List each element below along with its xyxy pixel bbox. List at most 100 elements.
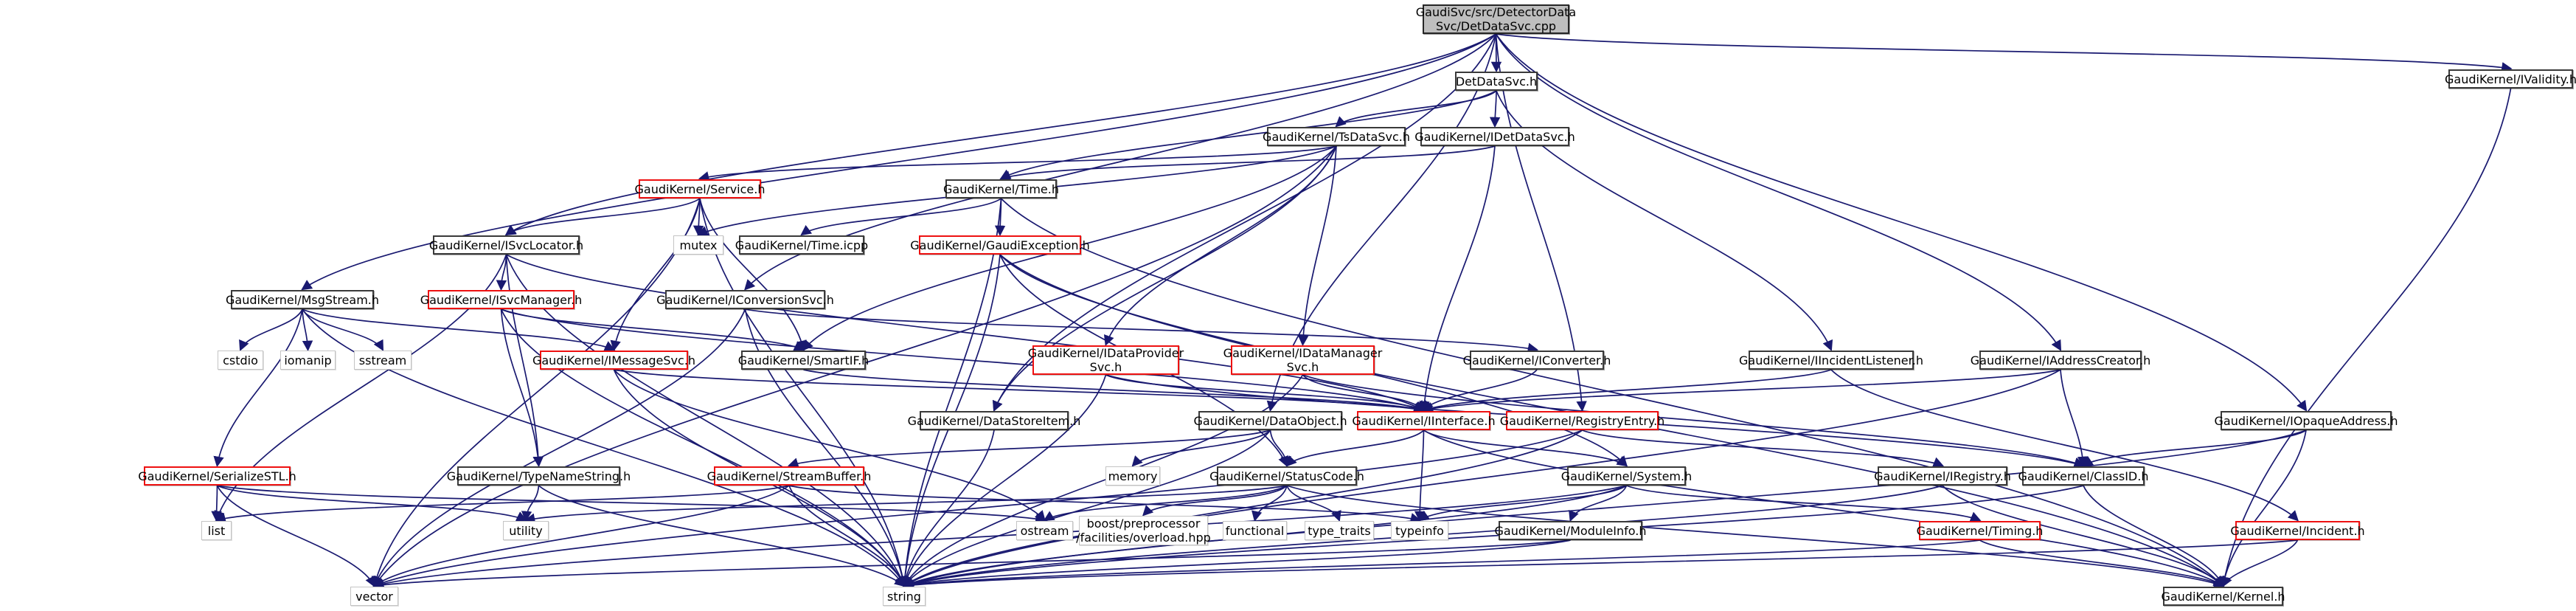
edge-dataobject-to-streambuffer: [787, 429, 1271, 469]
node-label-iinterface: GaudiKernel/IInterface.h: [1352, 413, 1496, 428]
node-kernel[interactable]: GaudiKernel/Kernel.h: [2161, 587, 2285, 606]
node-label-time_h: GaudiKernel/Time.h: [943, 182, 1059, 196]
node-label-streambuffer: GaudiKernel/StreamBuffer.h: [707, 469, 872, 483]
node-label-mutex: mutex: [679, 238, 718, 252]
node-classid[interactable]: GaudiKernel/ClassID.h: [2018, 466, 2148, 486]
node-iopaqueaddress[interactable]: GaudiKernel/IOpaqueAddress.h: [2215, 411, 2398, 430]
edge-msgstream-to-serializestl: [213, 308, 303, 468]
node-smartif[interactable]: GaudiKernel/SmartIF.h: [737, 351, 869, 370]
node-idatamanagersvc[interactable]: GaudiKernel/IDataManager Svc.h: [1223, 345, 1382, 375]
node-ivalidity[interactable]: GaudiKernel/IValidity.h: [2445, 69, 2576, 89]
edge-serializestl-to-utility: [217, 485, 527, 522]
node-statuscode[interactable]: GaudiKernel/StatusCode.h: [1209, 466, 1364, 486]
node-incident[interactable]: GaudiKernel/Incident.h: [2230, 521, 2365, 540]
edge-serializestl-to-list: [211, 485, 222, 522]
edge-isvcmanager-to-smartif: [501, 308, 805, 351]
node-registryentry[interactable]: GaudiKernel/RegistryEntry.h: [1500, 411, 1664, 430]
edge-msgstream-to-sstream: [302, 308, 384, 351]
node-serializestl[interactable]: GaudiKernel/SerializeSTL.h: [138, 466, 296, 486]
node-memory: memory: [1105, 466, 1160, 486]
edge-typenamestring-to-string: [538, 485, 906, 587]
edge-smartif-to-iinterface: [803, 369, 1426, 414]
node-time_icpp[interactable]: GaudiKernel/Time.icpp: [735, 235, 868, 255]
edge-iinterface-to-kernel: [1423, 429, 2225, 587]
edge-system-to-moduleinfo: [1569, 485, 1628, 522]
edge-root-to-iaddresscreator: [1495, 33, 2062, 351]
node-idetdatasvc[interactable]: GaudiKernel/IDetDataSvc.h: [1414, 127, 1575, 146]
node-msgstream[interactable]: GaudiKernel/MsgStream.h: [226, 290, 379, 309]
edge-serializestl-to-vector: [216, 485, 375, 587]
node-isvclocator[interactable]: GaudiKernel/ISvcLocator.h: [429, 235, 583, 255]
edge-registryentry-to-vector: [372, 429, 1583, 588]
edge-iinterface-to-statuscode: [1285, 429, 1425, 467]
node-label-datastoreitem: GaudiKernel/DataStoreItem.h: [907, 413, 1081, 428]
edge-msgstream-to-imessagesvc: [302, 308, 616, 351]
node-iaddresscreator[interactable]: GaudiKernel/IAddressCreator.h: [1971, 351, 2150, 370]
edge-streambuffer-to-typeinfo: [788, 485, 1422, 524]
edge-incident-to-string: [902, 539, 2298, 590]
edge-registryentry-to-iregistry: [1582, 429, 1945, 468]
node-datastoreitem[interactable]: GaudiKernel/DataStoreItem.h: [908, 411, 1080, 430]
node-label-iregistry: GaudiKernel/IRegistry.h: [1874, 469, 2011, 483]
edge-idatamanagersvc-to-string: [903, 374, 1304, 587]
edge-msgstream-to-iomanip: [302, 308, 313, 352]
edge-service-to-mutex: [692, 198, 704, 237]
node-streambuffer[interactable]: GaudiKernel/StreamBuffer.h: [707, 466, 871, 486]
node-typenamestring[interactable]: GaudiKernel/TypeNameString.h: [447, 466, 631, 486]
edge-statuscode-to-functional: [1251, 485, 1288, 522]
edge-root-to-msgstream: [301, 33, 1496, 291]
edge-system-to-vector: [372, 485, 1627, 590]
node-moduleinfo[interactable]: GaudiKernel/ModuleInfo.h: [1495, 521, 1647, 540]
edge-statuscode-to-kernel: [1286, 485, 2225, 588]
node-iconverter[interactable]: GaudiKernel/IConverter.h: [1463, 351, 1611, 370]
edge-streambuffer-to-list: [215, 485, 790, 523]
node-label-imessagesvc: GaudiKernel/IMessageSvc.h: [532, 353, 696, 367]
node-iconversionsvc[interactable]: GaudiKernel/IConversionSvc.h: [656, 290, 834, 309]
edge-timing-to-kernel: [1979, 539, 2225, 587]
node-iincidentlistener[interactable]: GaudiKernel/IIncidentListener.h: [1739, 351, 1923, 370]
node-vector: vector: [350, 587, 398, 606]
edge-dataobject-to-statuscode: [1269, 429, 1291, 468]
edge-statuscode-to-boost_overload: [1142, 485, 1288, 517]
node-dataobject[interactable]: GaudiKernel/DataObject.h: [1193, 411, 1347, 430]
edge-iopaqueaddress-to-classid: [2082, 429, 2307, 467]
node-label-isvcmanager: GaudiKernel/ISvcManager.h: [420, 292, 583, 307]
edge-service-to-imessagesvc: [610, 198, 701, 352]
edge-iaddresscreator-to-classid: [2060, 369, 2089, 468]
edge-system-to-timing: [1626, 485, 1982, 522]
edge-classid-to-string: [902, 485, 2084, 589]
node-imessagesvc[interactable]: GaudiKernel/IMessageSvc.h: [532, 351, 695, 370]
node-tsdatasvc[interactable]: GaudiKernel/TsDataSvc.h: [1263, 127, 1410, 146]
node-label-memory: memory: [1108, 469, 1158, 483]
node-type_traits: type_traits: [1305, 521, 1374, 540]
node-system[interactable]: GaudiKernel/System.h: [1561, 466, 1692, 486]
edge-iincidentlistener-to-iinterface: [1422, 369, 1832, 412]
node-label-idetdatasvc: GaudiKernel/IDetDataSvc.h: [1414, 129, 1575, 144]
edge-time_h-to-time_icpp: [800, 198, 1002, 236]
edge-isvclocator-to-iinterface: [506, 254, 1426, 412]
edge-idetdatasvc-to-iinterface: [1419, 145, 1496, 412]
node-iinterface[interactable]: GaudiKernel/IInterface.h: [1352, 411, 1496, 430]
node-functional: functional: [1223, 521, 1287, 540]
node-gaudiexception[interactable]: GaudiKernel/GaudiException.h: [910, 235, 1090, 255]
node-label-iomanip: iomanip: [284, 353, 332, 367]
node-iregistry[interactable]: GaudiKernel/IRegistry.h: [1874, 466, 2011, 486]
node-label-service: GaudiKernel/Service.h: [634, 182, 765, 196]
edge-moduleinfo-to-string: [902, 539, 1571, 590]
node-service[interactable]: GaudiKernel/Service.h: [635, 179, 765, 199]
node-timing[interactable]: GaudiKernel/Timing.h: [1917, 521, 2043, 540]
node-idataprovidersvc[interactable]: GaudiKernel/IDataProvider Svc.h: [1028, 345, 1184, 375]
node-detdatasvc_h[interactable]: DetDataSvc.h: [1455, 72, 1538, 91]
edge-classid-to-kernel: [2083, 485, 2225, 587]
edge-service-to-smartif: [699, 198, 807, 352]
edge-incident-to-kernel: [2222, 539, 2299, 587]
node-mutex: mutex: [673, 235, 723, 255]
edge-streambuffer-to-string: [788, 485, 906, 588]
node-label-smartif: GaudiKernel/SmartIF.h: [737, 353, 869, 367]
edge-typenamestring-to-utility: [521, 485, 540, 522]
node-isvcmanager[interactable]: GaudiKernel/ISvcManager.h: [420, 290, 582, 309]
node-cstdio: cstdio: [218, 351, 263, 370]
node-boost_overload: boost/preprocessor /facilities/overload.…: [1076, 516, 1211, 545]
node-iomanip: iomanip: [280, 351, 336, 370]
node-time_h[interactable]: GaudiKernel/Time.h: [943, 179, 1059, 199]
